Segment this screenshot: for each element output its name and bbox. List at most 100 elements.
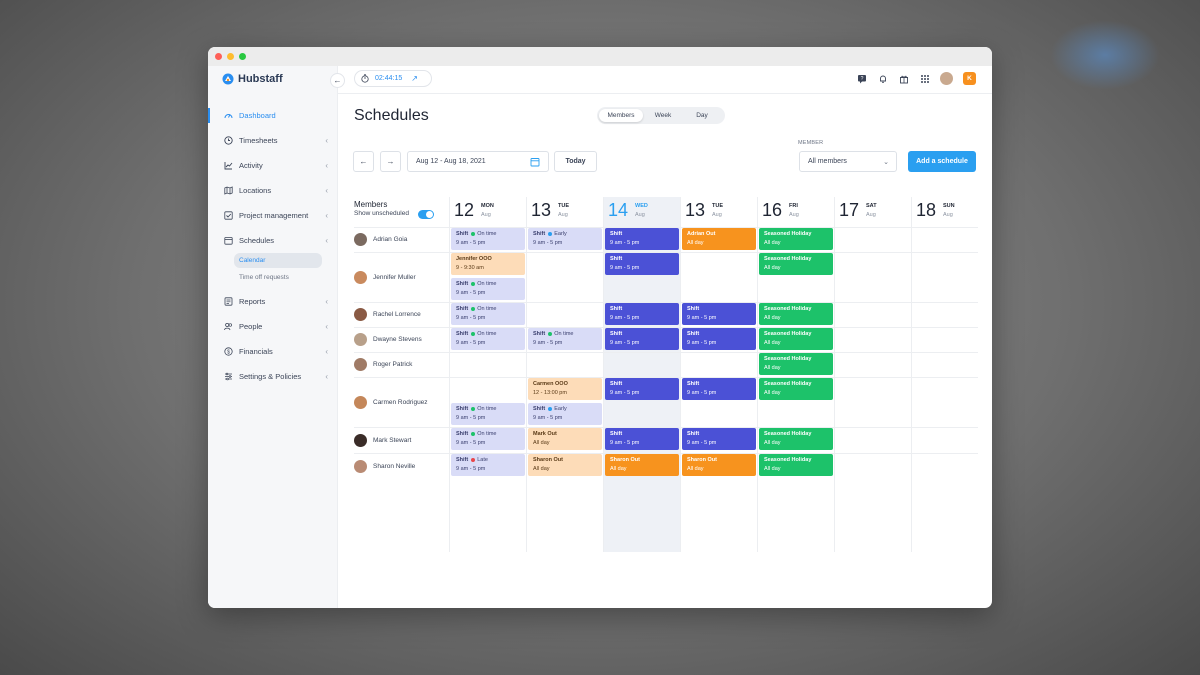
schedule-event[interactable]: Shift On time 9 am - 5 pm [528,328,602,350]
schedule-event[interactable]: Seasoned Holiday All day [759,378,833,400]
calendar-icon[interactable] [530,157,540,169]
day-of-week: SAT [866,203,877,209]
maximize-window-button[interactable] [239,53,246,60]
member-row[interactable]: Carmen Rodriguez [354,377,449,427]
day-column[interactable] [603,197,680,552]
schedule-event[interactable]: Seasoned Holiday All day [759,253,833,275]
schedule-event[interactable]: Shift 9 am - 5 pm [605,253,679,275]
schedule-event[interactable]: Shift On time 9 am - 5 pm [451,303,525,325]
member-row[interactable]: Mark Stewart [354,427,449,453]
member-row[interactable]: Adrian Goia [354,227,449,252]
schedule-event[interactable]: Jennifer OOO 9 - 9:30 am [451,253,525,275]
member-row[interactable]: Rachel Lorrence [354,302,449,327]
sidebar-subitem-time-off-requests[interactable]: Time off requests [239,274,289,281]
help-chat-icon[interactable]: ? [856,73,867,84]
close-window-button[interactable] [215,53,222,60]
member-row[interactable]: Jennifer Muller [354,252,449,302]
collapse-sidebar-button[interactable]: ← [330,73,345,88]
schedule-event[interactable]: Sharon Out All day [605,454,679,476]
schedule-event[interactable]: Seasoned Holiday All day [759,228,833,250]
sidebar-item-timesheets[interactable]: Timesheets ‹ [208,128,338,153]
event-title: Shift [456,457,469,463]
tab-day[interactable]: Day [696,112,708,119]
event-status: On time [471,280,497,289]
event-time: 9 am - 5 pm [687,314,717,321]
schedule-event[interactable]: Sharon Out All day [528,454,602,476]
show-unscheduled-toggle[interactable] [418,210,434,219]
schedule-event[interactable]: Shift 9 am - 5 pm [605,228,679,250]
schedule-event[interactable]: Shift 9 am - 5 pm [605,328,679,350]
event-title: Shift [610,256,623,262]
user-avatar[interactable] [940,72,953,85]
schedule-event[interactable]: Shift 9 am - 5 pm [682,328,756,350]
event-title-line: Shift On time [456,280,525,289]
member-row[interactable]: Roger Patrick [354,352,449,377]
schedule-event[interactable]: Sharon Out All day [682,454,756,476]
schedule-event[interactable]: Shift 9 am - 5 pm [605,303,679,325]
sidebar-item-reports[interactable]: Reports ‹ [208,289,338,314]
tab-week[interactable]: Week [654,112,672,119]
schedule-event[interactable]: Shift On time 9 am - 5 pm [451,228,525,250]
schedule-event[interactable]: Seasoned Holiday All day [759,328,833,350]
gift-icon[interactable] [898,73,909,84]
schedule-event[interactable]: Shift 9 am - 5 pm [605,378,679,400]
sidebar-item-locations[interactable]: Locations ‹ [208,178,338,203]
sidebar-item-activity[interactable]: Activity ‹ [208,153,338,178]
schedule-event[interactable]: Shift 9 am - 5 pm [682,303,756,325]
sidebar-item-settings-policies[interactable]: Settings & Policies ‹ [208,364,338,389]
sidebar-item-dashboard[interactable]: Dashboard [208,103,338,128]
member-filter-select[interactable]: All members ⌄ [799,151,897,172]
sidebar-item-schedules[interactable]: Schedules ‹ [208,228,338,253]
activity-icon [224,161,233,170]
event-title: Shift [687,306,700,312]
date-range-picker[interactable]: Aug 12 - Aug 18, 2021 [407,151,549,172]
apps-grid-icon[interactable] [919,73,930,84]
tab-members[interactable]: Members [599,109,643,122]
sidebar-item-project-management[interactable]: Project management ‹ [208,203,338,228]
previous-week-button[interactable]: ← [353,151,374,172]
next-week-button[interactable]: → [380,151,401,172]
event-title: Shift [456,281,469,287]
event-title: Seasoned Holiday [764,431,812,437]
schedule-event[interactable]: Shift 9 am - 5 pm [605,428,679,450]
schedule-event[interactable]: Mark Out All day [528,428,602,450]
sidebar-item-people[interactable]: People ‹ [208,314,338,339]
member-row[interactable]: Dwayne Stevens [354,327,449,352]
timer-widget[interactable]: 02:44:15 ↗ [354,70,432,87]
schedule-event[interactable]: Shift On time 9 am - 5 pm [451,403,525,425]
day-column[interactable] [911,197,988,552]
day-header: 17 SAT Aug [834,197,911,227]
schedule-event[interactable]: Seasoned Holiday All day [759,454,833,476]
minimize-window-button[interactable] [227,53,234,60]
sidebar-item-financials[interactable]: $ Financials ‹ [208,339,338,364]
day-column[interactable] [680,197,757,552]
schedule-event[interactable]: Seasoned Holiday All day [759,353,833,375]
event-time: All day [764,439,781,446]
schedule-event[interactable]: Adrian Out All day [682,228,756,250]
event-time: 9 am - 5 pm [533,239,563,246]
member-row[interactable]: Sharon Neville [354,453,449,479]
schedule-event[interactable]: Shift 9 am - 5 pm [682,378,756,400]
brand[interactable]: Hubstaff [222,72,283,86]
organization-badge[interactable]: K [963,72,976,85]
day-column[interactable] [526,197,603,552]
schedule-event[interactable]: Shift Early 9 am - 5 pm [528,228,602,250]
day-column[interactable] [834,197,911,552]
schedule-event[interactable]: Shift On time 9 am - 5 pm [451,278,525,300]
schedule-event[interactable]: Seasoned Holiday All day [759,428,833,450]
day-column[interactable] [449,197,526,552]
schedule-event[interactable]: Shift Late 9 am - 5 pm [451,454,525,476]
schedule-event[interactable]: Shift 9 am - 5 pm [682,428,756,450]
settings-icon [224,372,233,381]
today-button[interactable]: Today [554,151,597,172]
day-column[interactable] [757,197,834,552]
schedule-event[interactable]: Shift On time 9 am - 5 pm [451,328,525,350]
schedule-event[interactable]: Shift On time 9 am - 5 pm [451,428,525,450]
schedule-event[interactable]: Seasoned Holiday All day [759,303,833,325]
add-schedule-button[interactable]: Add a schedule [908,151,976,172]
open-timer-arrow-icon[interactable]: ↗ [411,74,418,83]
sidebar-subitem-calendar[interactable]: Calendar [234,253,322,268]
schedule-event[interactable]: Shift Early 9 am - 5 pm [528,403,602,425]
bell-icon[interactable] [877,73,888,84]
schedule-event[interactable]: Carmen OOO 12 - 13:00 pm [528,378,602,400]
